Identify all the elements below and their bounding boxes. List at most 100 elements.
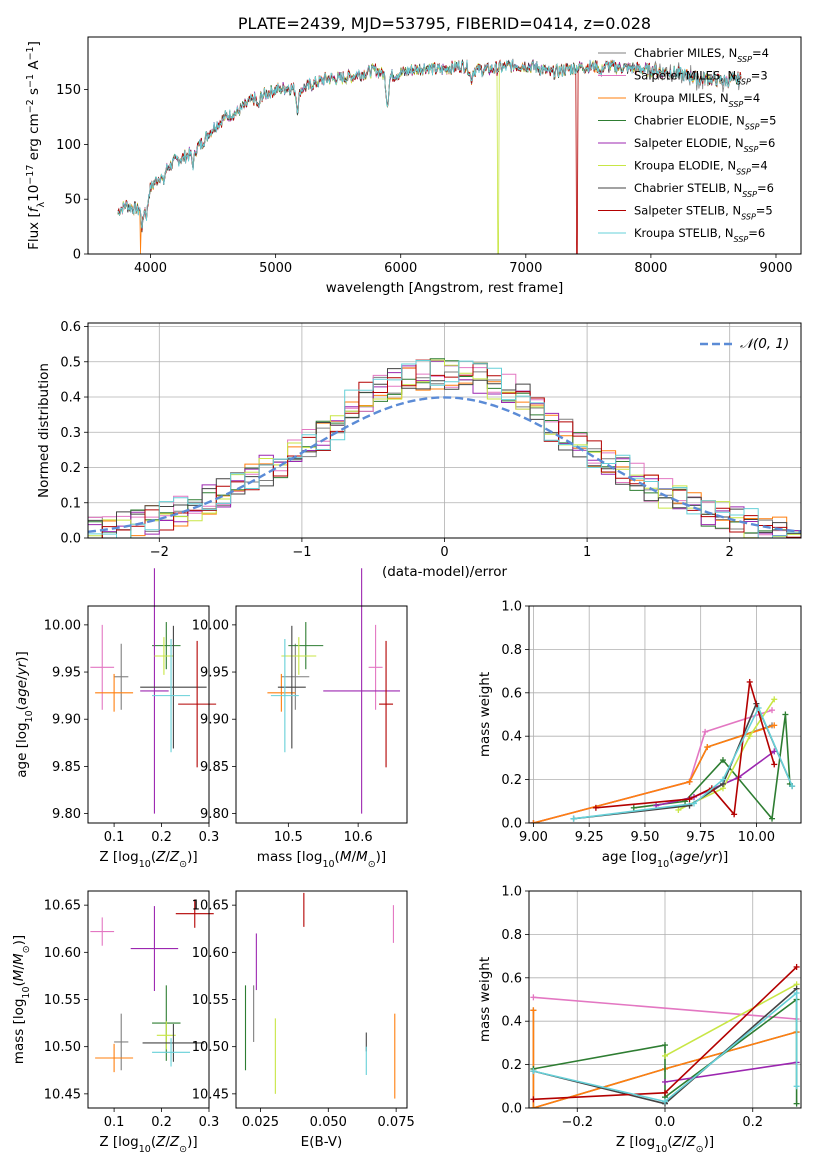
y-tick-label: 0.5 xyxy=(60,355,81,370)
x-axis-label: (data-model)/error xyxy=(382,564,508,580)
legend: Chabrier MILES, NSSP=4 Salpeter MILES, NS… xyxy=(598,46,776,244)
errorbars xyxy=(90,568,217,814)
mass-weight-vs-metallicity-panel: −0.2 0.0 0.2 0.0 0.2 0.4 0.6 0.8 1.0 Z [log10(Z/Z… xyxy=(477,885,802,1155)
y-tick-label: 0.6 xyxy=(501,971,522,986)
errorbars xyxy=(267,568,401,814)
legend-entry: Kroupa STELIB, NSSP=6 xyxy=(634,226,765,244)
x-tick-label: 7000 xyxy=(509,261,542,276)
y-tick-label: 0.8 xyxy=(501,643,522,658)
chart-title: PLATE=2439, MJD=53795, FIBERID=0414, z=0… xyxy=(238,14,651,33)
y-tick-label: 0.1 xyxy=(60,496,81,511)
y-tick-label: 9.80 xyxy=(200,807,229,822)
x-axis-label: Z [log10(Z/Z⊙)] xyxy=(99,849,197,870)
y-tick-label: 10.50 xyxy=(44,1040,81,1055)
x-tick-label: 9.25 xyxy=(575,830,604,845)
y-tick-label: 10.00 xyxy=(44,618,81,633)
histogram-series xyxy=(88,360,801,538)
y-tick-label: 1.0 xyxy=(501,600,522,615)
spectrum-line-kroupa-elodie xyxy=(117,59,742,254)
mass-weight-series xyxy=(633,714,791,821)
x-tick-label: 9.75 xyxy=(686,830,715,845)
legend-entry: Kroupa ELODIE, NSSP=4 xyxy=(634,159,768,177)
y-tick-label: 0.4 xyxy=(501,730,522,745)
mass-weight-series xyxy=(533,996,797,1020)
y-tick-label: 0.3 xyxy=(60,426,81,441)
axes-frame xyxy=(87,605,210,824)
y-tick-label: 10.50 xyxy=(192,1040,229,1055)
y-axis-label: Normed distribution xyxy=(36,363,52,498)
spectrum-line-kroupa-miles xyxy=(117,60,742,254)
histograms xyxy=(88,358,801,538)
y-tick-label: 0.4 xyxy=(60,391,81,406)
y-tick-label: 50 xyxy=(64,193,81,208)
mass-weight-series xyxy=(655,750,775,807)
x-tick-label: 0.025 xyxy=(242,1115,279,1130)
y-tick-label: 0.8 xyxy=(501,928,522,943)
y-tick-label: 9.85 xyxy=(200,760,229,775)
x-axis-label: Z [log10(Z/Z⊙)] xyxy=(99,1134,197,1155)
mass-weight-lines xyxy=(530,963,800,1108)
y-tick-label: 9.80 xyxy=(52,807,81,822)
x-tick-label: 2 xyxy=(726,545,734,560)
x-tick-label: 0.050 xyxy=(310,1115,347,1130)
x-tick-label: 10.00 xyxy=(738,830,775,845)
legend: 𝒩(0, 1) xyxy=(700,336,789,352)
y-tick-label: 10.60 xyxy=(192,946,229,961)
x-tick-label: −2 xyxy=(150,545,169,560)
x-tick-label: 6000 xyxy=(384,261,417,276)
mass-vs-metallicity-panel: 0.1 0.2 0.3 10.45 10.50 10.55 10.60 10.65 Z [log… xyxy=(11,890,220,1155)
y-tick-label: 0.0 xyxy=(501,817,522,832)
y-tick-label: 0.4 xyxy=(501,1015,522,1030)
x-tick-label: 8000 xyxy=(634,261,667,276)
spectrum-line-kroupa-stelib xyxy=(117,58,742,229)
y-tick-label: 0.6 xyxy=(501,686,522,701)
x-tick-label: 9000 xyxy=(759,261,792,276)
legend-entry: Chabrier STELIB, NSSP=6 xyxy=(634,181,774,199)
residuals-histogram-panel: −2 −1 0 1 2 0.0 0.1 0.2 0.3 0.4 0.5 0.6 (data-model)… xyxy=(36,320,802,580)
y-tick-label: 10.55 xyxy=(192,993,229,1008)
y-tick-label: 10.60 xyxy=(44,946,81,961)
y-axis-label: Flux [fλ10−17 erg cm−2 s−1 A−1] xyxy=(25,41,47,250)
x-tick-label: 10.5 xyxy=(274,830,303,845)
x-tick-label: 5000 xyxy=(259,261,292,276)
y-tick-label: 10.00 xyxy=(192,618,229,633)
x-tick-label: 0.2 xyxy=(151,830,172,845)
y-axis-label: mass weight xyxy=(477,957,493,1042)
x-tick-label: 0.1 xyxy=(104,1115,125,1130)
y-tick-label: 10.45 xyxy=(44,1087,81,1102)
x-axis-label: mass [log10(M/M⊙)] xyxy=(257,849,386,870)
mass-weight-vs-age-panel: 9.00 9.25 9.50 9.75 10.00 0.0 0.2 0.4 0.6 0.8 1.0 a… xyxy=(477,600,802,870)
x-axis-label: E(B-V) xyxy=(301,1134,343,1150)
y-tick-label: 10.65 xyxy=(192,899,229,914)
mass-vs-ebv-panel: 0.025 0.050 0.075 10.45 10.50 10.55 10.60 10.65… xyxy=(192,890,415,1150)
age-vs-mass-panel: 10.5 10.6 9.80 9.85 9.90 9.95 10.00 mass [log10… xyxy=(192,568,408,870)
y-tick-label: 9.95 xyxy=(52,666,81,681)
y-tick-label: 0.2 xyxy=(60,461,81,476)
y-tick-label: 9.85 xyxy=(52,760,81,775)
mass-weight-series xyxy=(533,724,775,823)
x-tick-label: −1 xyxy=(292,545,311,560)
gaussian-curve xyxy=(88,396,801,533)
mass-weight-series xyxy=(664,1061,797,1083)
y-tick-label: 0.0 xyxy=(60,532,81,547)
x-tick-label: 4000 xyxy=(134,261,167,276)
spectrum-panel: 4000 5000 6000 7000 8000 9000 0 50 100 150 PLATE=2… xyxy=(25,14,802,296)
x-axis-label: wavelength [Angstrom, rest frame] xyxy=(326,280,564,296)
axes-frame xyxy=(87,36,802,255)
y-tick-label: 9.90 xyxy=(200,713,229,728)
y-tick-label: 0.6 xyxy=(60,320,81,335)
x-tick-label: −0.2 xyxy=(561,1115,593,1130)
x-tick-label: 0.1 xyxy=(104,830,125,845)
mass-weight-series xyxy=(595,681,775,817)
axes-frame xyxy=(528,605,802,824)
legend-entry: Salpeter ELODIE, NSSP=6 xyxy=(634,136,775,154)
errorbars xyxy=(90,899,214,1073)
y-tick-label: 0.2 xyxy=(501,1058,522,1073)
mass-weight-series xyxy=(664,983,797,1057)
y-tick-label: 10.45 xyxy=(192,1087,229,1102)
y-axis-label: mass weight xyxy=(477,672,493,757)
y-tick-label: 10.55 xyxy=(44,993,81,1008)
x-tick-label: 0.3 xyxy=(199,1115,220,1130)
x-tick-label: 9.00 xyxy=(519,830,548,845)
